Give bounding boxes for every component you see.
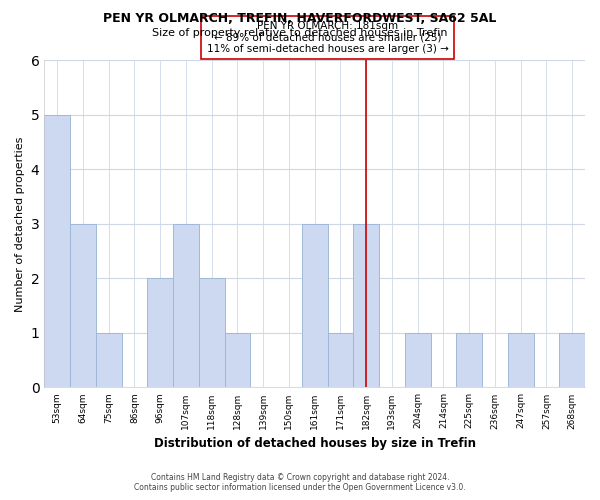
Bar (147, 278, 173, 388)
Text: PEN YR OLMARCH, TREFIN, HAVERFORDWEST, SA62 5AL: PEN YR OLMARCH, TREFIN, HAVERFORDWEST, S… (103, 12, 497, 26)
Bar (96, 333, 122, 388)
Bar (302, 224, 328, 388)
Bar (353, 224, 379, 388)
Bar (173, 224, 199, 388)
Text: Contains HM Land Registry data © Crown copyright and database right 2024.
Contai: Contains HM Land Registry data © Crown c… (134, 473, 466, 492)
Text: Size of property relative to detached houses in Trefin: Size of property relative to detached ho… (152, 28, 448, 38)
Y-axis label: Number of detached properties: Number of detached properties (15, 136, 25, 312)
X-axis label: Distribution of detached houses by size in Trefin: Distribution of detached houses by size … (154, 437, 476, 450)
Bar (70, 224, 96, 388)
Bar (405, 333, 431, 388)
Bar (44, 115, 70, 388)
Bar (508, 333, 533, 388)
Bar (224, 333, 250, 388)
Bar (559, 333, 585, 388)
Bar (199, 278, 224, 388)
Bar (328, 333, 353, 388)
Text: PEN YR OLMARCH: 181sqm
← 89% of detached houses are smaller (25)
11% of semi-det: PEN YR OLMARCH: 181sqm ← 89% of detached… (206, 21, 448, 54)
Bar (456, 333, 482, 388)
